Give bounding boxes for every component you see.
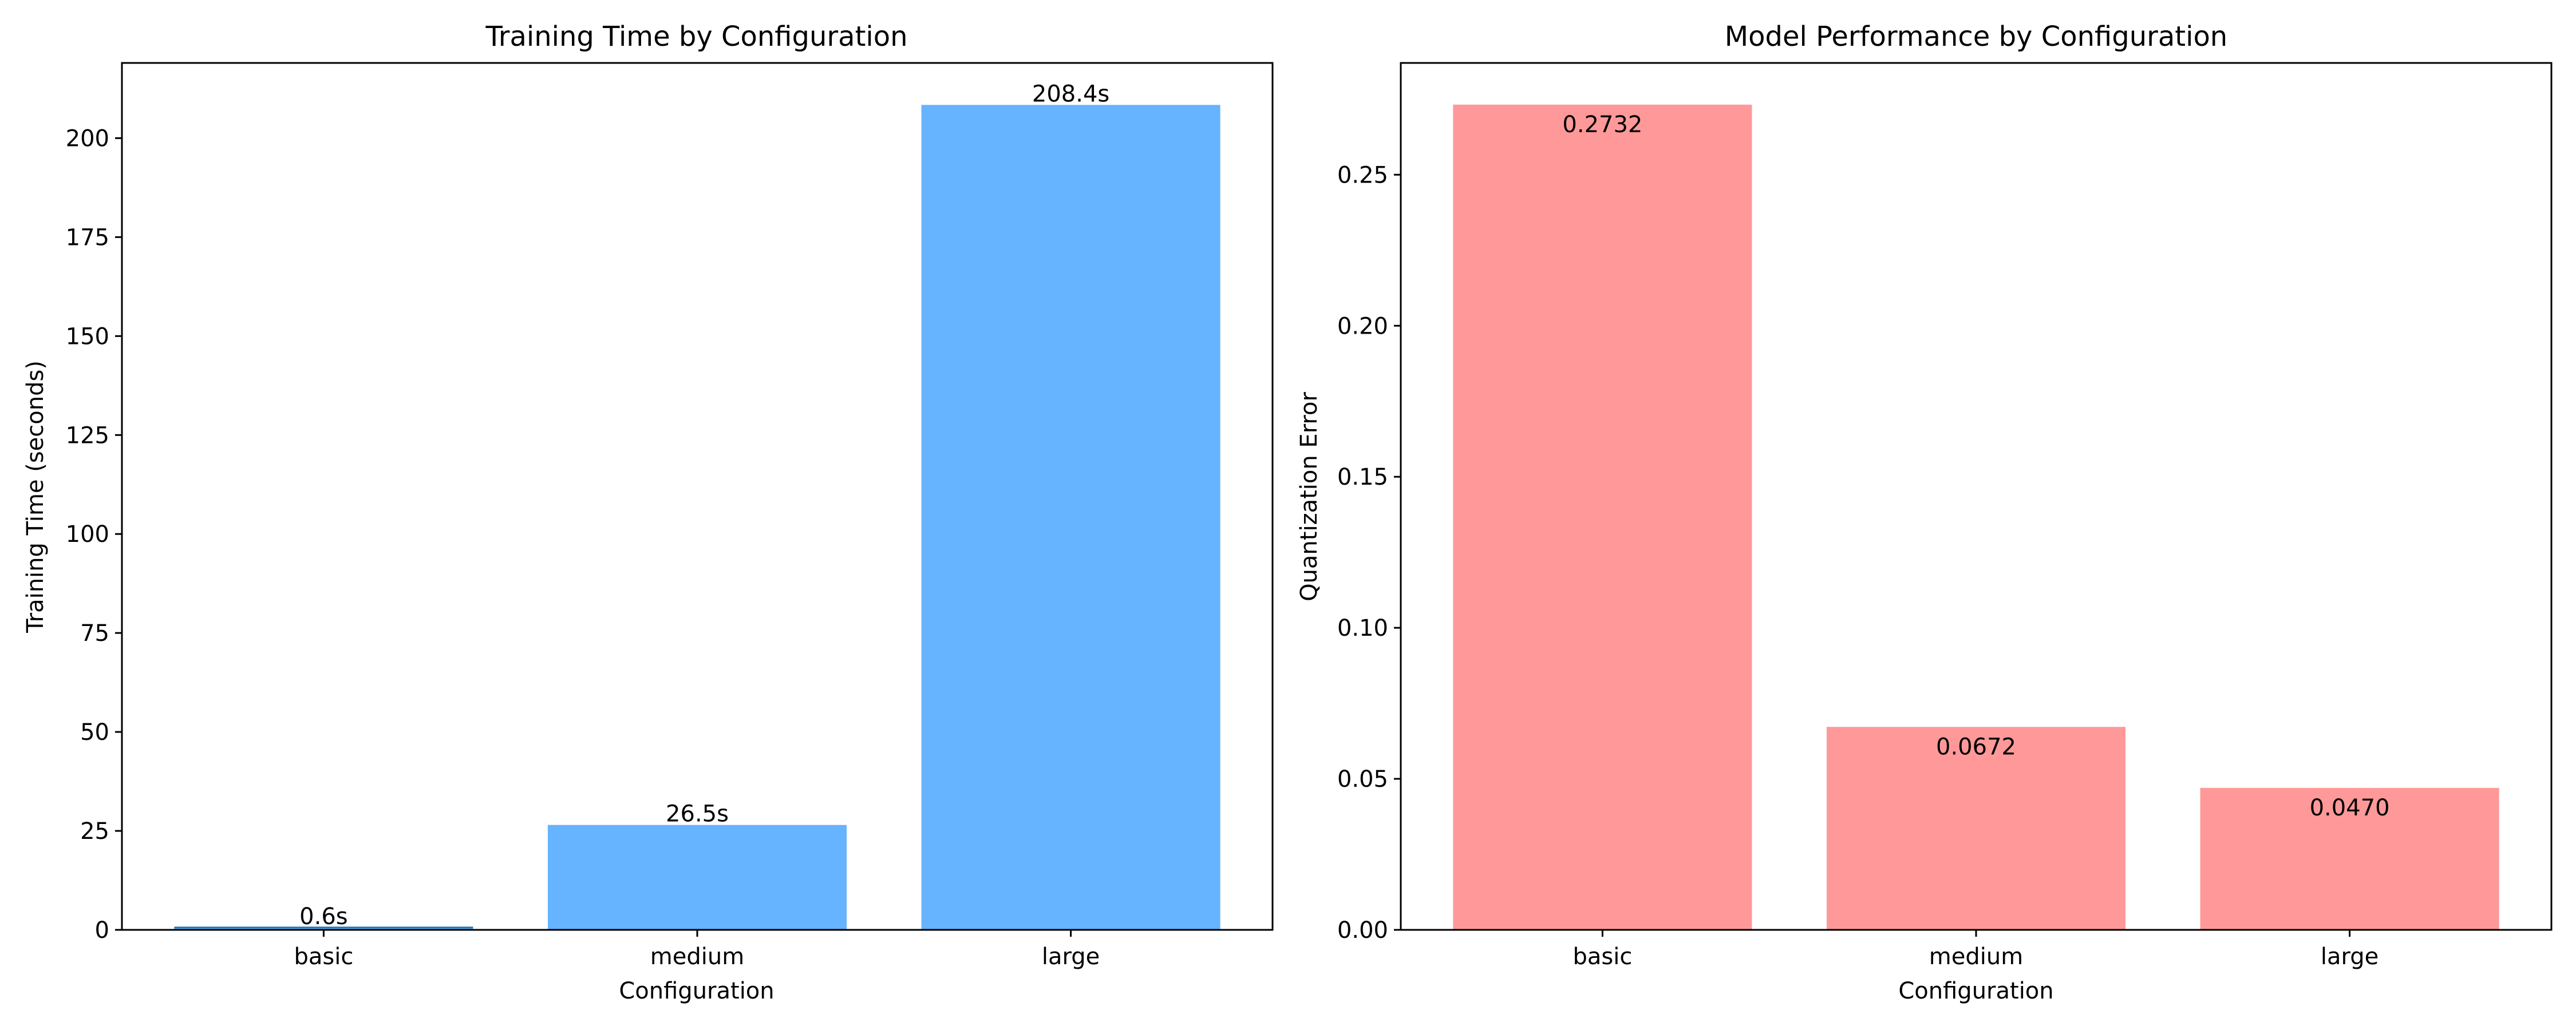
y-tick-label: 175 [66, 224, 109, 251]
y-tick-label: 0 [95, 917, 109, 944]
y-tick-label: 25 [80, 818, 109, 845]
bar-value-label: 0.0672 [1936, 734, 2016, 760]
bar-value-label: 208.4s [1032, 81, 1109, 107]
y-tick-label: 0.00 [1337, 917, 1388, 944]
bar-labels: 0.6s 26.5s 208.4s [299, 81, 1109, 930]
y-tick-label: 50 [80, 719, 109, 746]
x-tick-label: basic [294, 944, 353, 970]
y-tick-label: 200 [66, 125, 109, 152]
x-axis-label: Configuration [619, 978, 774, 1004]
x-tick-label: basic [1573, 944, 1632, 970]
y-ticks: 0.00 0.05 0.10 0.15 0.20 0.25 [1337, 162, 1401, 944]
bar-large [921, 105, 1220, 930]
y-tick-label: 0.10 [1337, 615, 1388, 641]
bar-medium [547, 825, 847, 930]
chart-title: Model Performance by Configuration [1725, 21, 2227, 53]
x-tick-label: medium [1929, 944, 2023, 970]
y-axis-label: Training Time (seconds) [22, 360, 49, 633]
y-tick-label: 0.20 [1337, 313, 1388, 339]
y-tick-label: 100 [66, 521, 109, 548]
training-time-chart: Training Time by Configuration 0.6s 26.5s… [22, 21, 1274, 1004]
x-ticks: basic medium large [294, 930, 1100, 970]
bars [1453, 104, 2499, 930]
x-axis-label: Configuration [1898, 978, 2053, 1004]
bar-value-label: 0.6s [299, 904, 347, 930]
bar-basic [1453, 104, 1752, 930]
bar-value-label: 0.0470 [2310, 795, 2390, 821]
bar-medium [1826, 727, 2126, 930]
bar-value-label: 26.5s [666, 801, 729, 827]
bar-large [2200, 787, 2499, 930]
x-tick-label: medium [650, 944, 744, 970]
chart-title: Training Time by Configuration [485, 21, 907, 53]
y-tick-label: 0.05 [1337, 766, 1388, 793]
y-ticks: 0 25 50 75 100 125 150 175 200 [66, 125, 122, 944]
y-tick-label: 125 [66, 422, 109, 449]
bar-labels: 0.2732 0.0672 0.0470 [1562, 112, 2389, 821]
y-tick-label: 75 [80, 620, 109, 647]
bar-basic [174, 927, 473, 930]
model-performance-chart: Model Performance by Configuration 0.273… [1296, 21, 2553, 1004]
x-ticks: basic medium large [1573, 930, 2379, 970]
y-tick-label: 0.15 [1337, 464, 1388, 490]
y-tick-label: 0.25 [1337, 162, 1388, 188]
bar-value-label: 0.2732 [1562, 112, 1642, 138]
y-axis-label: Quantization Error [1296, 392, 1322, 601]
x-tick-label: large [2321, 944, 2379, 970]
y-tick-label: 150 [66, 323, 109, 350]
x-tick-label: large [1042, 944, 1100, 970]
bars [174, 105, 1220, 930]
